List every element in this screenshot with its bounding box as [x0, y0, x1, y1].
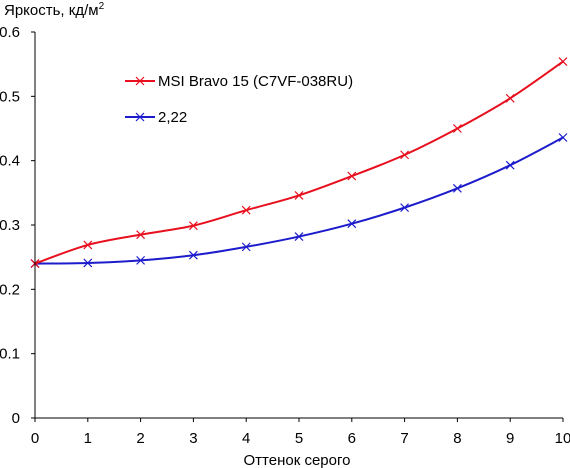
legend-item-1: 2,22 — [125, 109, 187, 126]
legend-label: 2,22 — [158, 109, 187, 126]
data-point-marker — [83, 258, 93, 268]
x-tick-label: 6 — [348, 430, 356, 447]
y-axis-title-superscript: 2 — [99, 1, 105, 12]
y-axis-title: Яркость, кд/м2 — [4, 1, 105, 19]
y-tick-label: 0.5 — [0, 88, 20, 105]
data-point-marker — [400, 203, 410, 213]
x-tick-label: 8 — [453, 430, 461, 447]
data-point-marker — [400, 150, 410, 160]
data-point-marker — [347, 219, 357, 229]
y-axis-title-text: Яркость, кд/м — [4, 2, 99, 19]
data-point-marker — [294, 232, 304, 242]
x-tick-label: 0 — [31, 430, 39, 447]
data-point-marker — [505, 160, 515, 170]
y-tick-label: 0.4 — [0, 153, 20, 170]
legend: MSI Bravo 15 (C7VF-038RU) 2,22 — [125, 73, 353, 126]
data-point-marker — [188, 250, 198, 260]
data-point-marker — [188, 221, 198, 231]
x-tick-label: 1 — [84, 430, 92, 447]
legend-marker — [135, 112, 145, 122]
series-1 — [30, 133, 568, 269]
x-axis: 0 1 2 3 4 5 6 7 8 9 10 — [31, 417, 570, 447]
series-line — [34, 60, 564, 265]
data-point-marker — [452, 183, 462, 193]
data-point-marker — [505, 93, 515, 103]
data-point-marker — [241, 242, 251, 252]
x-tick-label: 10 — [555, 430, 570, 447]
legend-marker — [135, 76, 145, 86]
data-point-marker — [83, 240, 93, 250]
data-point-marker — [452, 124, 462, 133]
series-line — [34, 136, 564, 265]
legend-item-0: MSI Bravo 15 (C7VF-038RU) — [125, 73, 353, 90]
y-axis: 0 0.1 0.2 0.3 0.4 0.5 0.6 — [0, 24, 36, 427]
data-point-marker — [294, 190, 304, 200]
y-tick-label: 0 — [12, 410, 20, 427]
data-point-marker — [241, 205, 251, 215]
x-tick-label: 5 — [295, 430, 303, 447]
plot-area — [30, 57, 568, 269]
data-point-marker — [136, 230, 146, 240]
y-tick-label: 0.2 — [0, 281, 20, 298]
x-tick-label: 9 — [506, 430, 514, 447]
x-tick-label: 4 — [242, 430, 250, 447]
x-tick-label: 2 — [136, 430, 144, 447]
y-tick-label: 0.1 — [0, 346, 20, 363]
legend-label: MSI Bravo 15 (C7VF-038RU) — [158, 73, 353, 90]
data-point-marker — [136, 255, 146, 265]
x-axis-title: Оттенок серого — [244, 452, 351, 468]
data-point-marker — [347, 171, 357, 181]
data-point-marker — [558, 57, 568, 67]
x-tick-label: 7 — [400, 430, 408, 447]
x-tick-label: 3 — [189, 430, 197, 447]
y-tick-label: 0.6 — [0, 24, 20, 41]
y-tick-label: 0.3 — [0, 217, 20, 234]
data-point-marker — [558, 133, 568, 142]
